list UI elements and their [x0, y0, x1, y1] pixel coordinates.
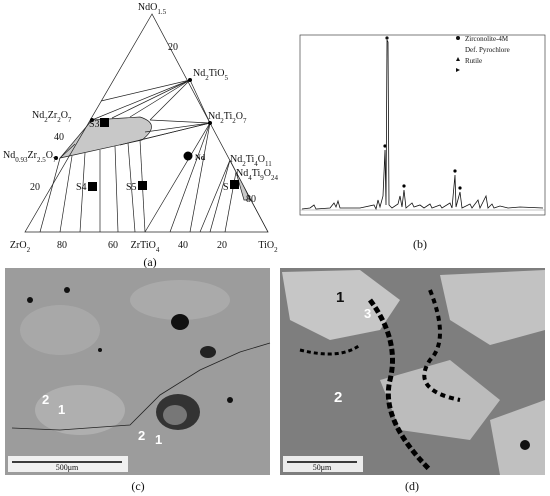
- legend-entry: Def. Pyrochlore: [465, 46, 510, 54]
- panel-label: (d): [405, 479, 419, 493]
- sample-label: S4: [76, 182, 87, 193]
- scale-bar: 500μm: [56, 463, 79, 472]
- region-label: 3: [364, 306, 371, 321]
- phase-field: [59, 116, 152, 159]
- ternary-diagram: NdO1.5 ZrO2 ZrTiO4 TiO2 Nd2TiO5 Nd2Zr2O7…: [3, 2, 279, 269]
- micrograph-c: 500μm 2 1 2 1 (c): [5, 268, 271, 493]
- tick-label: 20: [30, 182, 40, 193]
- region-label: 2: [42, 392, 49, 407]
- tick-label: 20: [217, 240, 227, 251]
- tick-label: 20: [168, 42, 178, 53]
- tick-label: 40: [54, 132, 64, 143]
- region-label: 1: [58, 402, 65, 417]
- tick-label: 40: [178, 240, 188, 251]
- sample-label: S3: [89, 119, 100, 130]
- sample-label: Nd: [195, 153, 206, 162]
- region-label: 1: [155, 432, 162, 447]
- phase-label: Nd2Zr2O7: [32, 110, 72, 124]
- region-label: 1: [336, 289, 344, 306]
- legend-entry: Rutile: [465, 57, 482, 65]
- tie-lines: [39, 79, 269, 233]
- phase-label: Nd2TiO5: [193, 68, 229, 82]
- panel-label: (c): [131, 479, 144, 493]
- sample-label: S5: [126, 182, 137, 193]
- corner-label: ZrTiO4: [131, 240, 160, 254]
- markers: [54, 78, 239, 191]
- phase-label: Nd0.93Zr2.5O7: [3, 150, 57, 164]
- scale-bar: 50μm: [313, 463, 332, 472]
- tick-label: 60: [108, 240, 118, 251]
- phase-label: Nd4Ti9O24: [236, 168, 279, 182]
- corner-label: ZrO2: [10, 240, 31, 254]
- phase-label: Nd2Ti4O11: [230, 154, 272, 168]
- micrograph-d: 50μm 1 3 2 (d): [280, 268, 545, 493]
- panel-label: (b): [413, 237, 427, 251]
- sample-label: S: [223, 182, 229, 193]
- tick-label: 80: [246, 194, 256, 205]
- region-label: 2: [334, 389, 342, 406]
- region-label: 2: [138, 428, 145, 443]
- corner-label: TiO2: [258, 240, 278, 254]
- phase-label: Nd2Ti2O7: [208, 111, 247, 125]
- legend-entry: Zirconolite-4M: [465, 35, 509, 43]
- panel-label: (a): [143, 255, 156, 269]
- tick-label: 80: [57, 240, 67, 251]
- xrd-pattern: Zirconolite-4M Def. Pyrochlore Rutile (b…: [299, 34, 546, 251]
- apex-label: NdO1.5: [138, 2, 167, 16]
